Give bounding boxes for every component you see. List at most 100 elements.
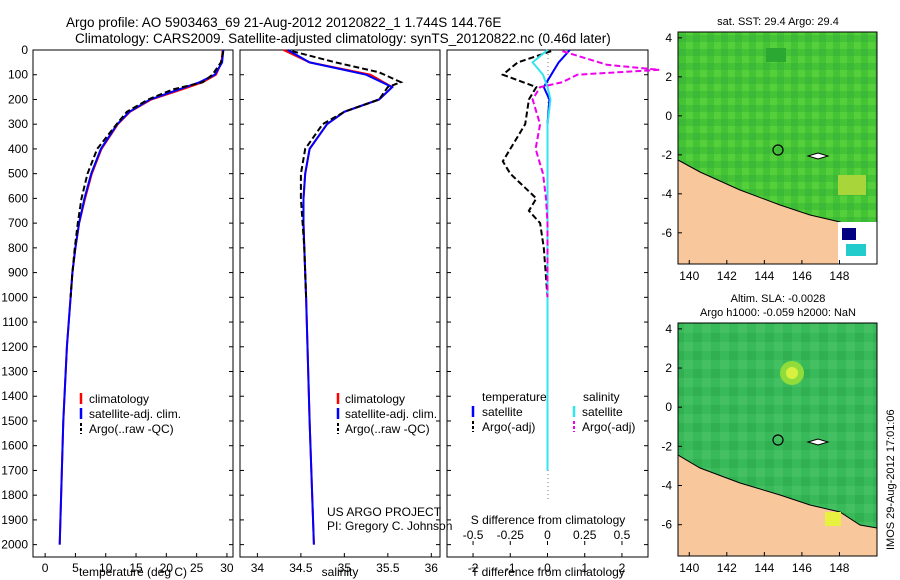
depth-tick-label: 1400 bbox=[1, 389, 28, 403]
difference-profiles bbox=[500, 49, 660, 471]
depth-tick-label: 1700 bbox=[1, 463, 28, 477]
depth-tick-label: 800 bbox=[8, 241, 28, 255]
sst-map bbox=[677, 31, 878, 265]
x-tick-label: 35.5 bbox=[376, 561, 400, 575]
lat-tick-label: 2 bbox=[665, 70, 672, 84]
salinity-x-label: salinity bbox=[322, 565, 359, 579]
sst-warm-patch bbox=[838, 175, 866, 195]
legend-temperature-head: temperature bbox=[482, 390, 547, 404]
x-tick-label: 10 bbox=[99, 561, 113, 575]
temperature-profiles bbox=[58, 49, 225, 545]
temperature-x-label: temperature (deg C) bbox=[79, 565, 187, 579]
lat-tick-label: 0 bbox=[665, 109, 672, 123]
series-line-satellite-adj-clim- bbox=[58, 49, 225, 545]
lat-tick-label: -6 bbox=[661, 226, 672, 240]
x-tick-label: 0 bbox=[42, 561, 49, 575]
sla-map-title-line1: Altim. SLA: -0.0028 bbox=[731, 293, 826, 305]
x-tick-label: -2 bbox=[468, 561, 479, 575]
depth-tick-label: 100 bbox=[8, 68, 28, 82]
series-line-climatology bbox=[58, 49, 224, 545]
sla-coastal-anomaly bbox=[825, 512, 841, 526]
salinity-legend: climatology satellite-adj. clim. Argo(..… bbox=[336, 392, 437, 436]
x-tick-label: 15 bbox=[129, 561, 143, 575]
sla-map-lat-axis: 4 2 0 -2 -4 -6 bbox=[661, 322, 682, 532]
lon-tick-label: 142 bbox=[717, 561, 737, 575]
lat-tick-label: -2 bbox=[661, 148, 672, 162]
s-tick-label: 0 bbox=[544, 528, 551, 542]
depth-tick-label: 1900 bbox=[1, 513, 28, 527]
x-tick-label: 34 bbox=[251, 561, 265, 575]
series-line-argo-adj-salinity- bbox=[531, 50, 660, 298]
temperature-panel-frame bbox=[32, 49, 234, 558]
sst-cyan-cell bbox=[846, 244, 866, 256]
figure-title-line1: Argo profile: AO 5903463_69 21-Aug-2012 … bbox=[66, 15, 501, 30]
sst-island bbox=[806, 152, 830, 160]
legend-climatology-label: climatology bbox=[345, 392, 405, 406]
figure-title-line2: Climatology: CARS2009. Satellite-adjuste… bbox=[75, 31, 611, 46]
legend-s-satellite-label: satellite bbox=[582, 405, 623, 419]
sla-map-lon-axis: 140 142 144 146 148 bbox=[679, 552, 850, 575]
sst-cool-patch bbox=[766, 48, 786, 62]
lat-tick-label: 2 bbox=[665, 361, 672, 375]
s-tick-label: 0.5 bbox=[614, 528, 631, 542]
lat-tick-label: 4 bbox=[665, 31, 672, 45]
sst-argo-location-marker bbox=[772, 144, 784, 156]
x-tick-label: 2 bbox=[619, 561, 626, 575]
series-line-satellite-salinity- bbox=[531, 49, 552, 471]
x-tick-label: 34.5 bbox=[289, 561, 313, 575]
lat-tick-label: -4 bbox=[661, 479, 672, 493]
legend-climatology-label: climatology bbox=[89, 392, 149, 406]
lon-tick-label: 146 bbox=[792, 561, 812, 575]
sla-high-anomaly-core bbox=[786, 367, 798, 379]
sst-map-title: sat. SST: 29.4 Argo: 29.4 bbox=[717, 16, 839, 28]
depth-tick-label: 200 bbox=[8, 92, 28, 106]
depth-tick-label: 1100 bbox=[2, 315, 28, 329]
lon-tick-label: 144 bbox=[754, 561, 774, 575]
depth-tick-label: 1600 bbox=[1, 439, 28, 453]
depth-tick-label: 300 bbox=[8, 117, 28, 131]
lon-tick-label: 148 bbox=[829, 561, 849, 575]
sst-map-lon-axis: 140 142 144 146 148 bbox=[679, 260, 850, 283]
lon-tick-label: 144 bbox=[754, 269, 774, 283]
series-line-argo-raw-qc- bbox=[69, 50, 225, 298]
lat-tick-label: -4 bbox=[661, 187, 672, 201]
x-tick-label: 30 bbox=[220, 561, 234, 575]
depth-tick-label: 1500 bbox=[1, 414, 28, 428]
depth-axis: 0 100 200 300 400 500 600 700 800 900 1000 1100 1200… bbox=[1, 43, 648, 552]
depth-tick-label: 500 bbox=[8, 167, 28, 181]
lat-tick-label: 4 bbox=[665, 322, 672, 336]
sla-map-frame bbox=[677, 322, 878, 557]
series-line-argo-adj- bbox=[500, 50, 552, 298]
legend-satellite-label: satellite-adj. clim. bbox=[345, 407, 437, 421]
s-difference-axis: -0.5 -0.25 0 0.25 0.5 bbox=[463, 528, 631, 545]
x-tick-label: -1 bbox=[505, 561, 516, 575]
lat-tick-label: 0 bbox=[665, 400, 672, 414]
legend-s-argo-label: Argo(-adj) bbox=[582, 420, 635, 434]
x-tick-label: 1 bbox=[581, 561, 588, 575]
t-difference-label: T difference from climatology bbox=[471, 565, 625, 579]
s-tick-label: 0.25 bbox=[573, 528, 597, 542]
depth-tick-label: 1000 bbox=[1, 290, 28, 304]
series-line-climatology bbox=[283, 49, 394, 545]
temperature-x-axis: 0 5 10 15 20 25 30 bbox=[42, 553, 234, 575]
temperature-legend: climatology satellite-adj. clim. Argo(..… bbox=[79, 392, 181, 436]
s-difference-label: S difference from climatology bbox=[471, 513, 626, 527]
depth-tick-label: 600 bbox=[8, 191, 28, 205]
salinity-panel-frame bbox=[239, 49, 441, 558]
depth-tick-label: 1200 bbox=[1, 340, 28, 354]
project-credit: US ARGO PROJECT bbox=[327, 505, 442, 519]
series-line-satellite-adj-clim- bbox=[287, 49, 394, 545]
legend-satellite-label: satellite-adj. clim. bbox=[89, 407, 181, 421]
imos-timestamp: IMOS 29-Aug-2012 17:01:06 bbox=[885, 409, 897, 550]
sla-map-title-line2: Argo h1000: -0.059 h2000: NaN bbox=[700, 307, 856, 319]
sla-argo-location-marker bbox=[772, 434, 784, 446]
x-tick-label: 0 bbox=[544, 561, 551, 575]
lat-tick-label: -2 bbox=[661, 439, 672, 453]
depth-tick-label: 0 bbox=[21, 43, 28, 57]
lon-tick-label: 140 bbox=[679, 561, 699, 575]
s-tick-label: -0.25 bbox=[497, 528, 525, 542]
depth-tick-label: 900 bbox=[8, 266, 28, 280]
depth-tick-label: 1800 bbox=[1, 488, 28, 502]
lat-tick-label: -6 bbox=[661, 518, 672, 532]
